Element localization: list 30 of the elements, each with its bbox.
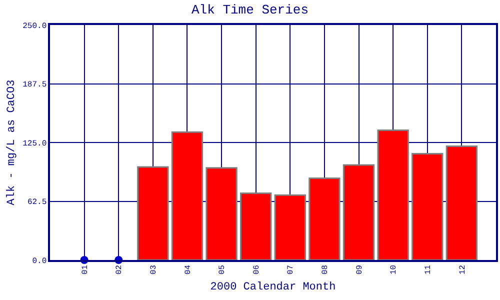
bar [308, 177, 340, 260]
bar [240, 192, 272, 260]
bar [171, 131, 204, 260]
y-tick-label: 125.0 [22, 139, 47, 148]
x-axis-title: 2000 Calendar Month [210, 281, 336, 294]
x-tick-label: 03 [150, 264, 159, 275]
bar [377, 130, 409, 260]
bar [206, 167, 238, 260]
x-tick-label: 06 [252, 264, 262, 275]
bar [274, 194, 306, 260]
x-tick-label: 08 [321, 264, 330, 275]
y-tick-label: 0.0 [32, 256, 47, 266]
x-tick-label: 12 [458, 264, 468, 275]
bar [137, 166, 169, 260]
y-tick-label: 62.5 [27, 198, 47, 208]
bar [342, 164, 375, 260]
y-axis-title: Alk - mg/L as CaCO3 [6, 80, 18, 206]
chart-title: Alk Time Series [191, 2, 309, 18]
y-tick-label: 250.0 [22, 22, 47, 31]
x-tick-label: 05 [218, 264, 228, 275]
x-tick-label: 09 [355, 264, 364, 275]
x-tick-label: 11 [424, 264, 433, 275]
y-tick-label: 187.5 [22, 80, 47, 90]
x-tick-label: 07 [286, 264, 296, 275]
x-tick-label: 10 [390, 264, 399, 275]
x-tick-label: 02 [115, 264, 124, 275]
bar [446, 146, 478, 260]
x-tick-label: 01 [80, 264, 90, 275]
bar [412, 153, 444, 260]
x-tick-label: 04 [184, 264, 193, 275]
